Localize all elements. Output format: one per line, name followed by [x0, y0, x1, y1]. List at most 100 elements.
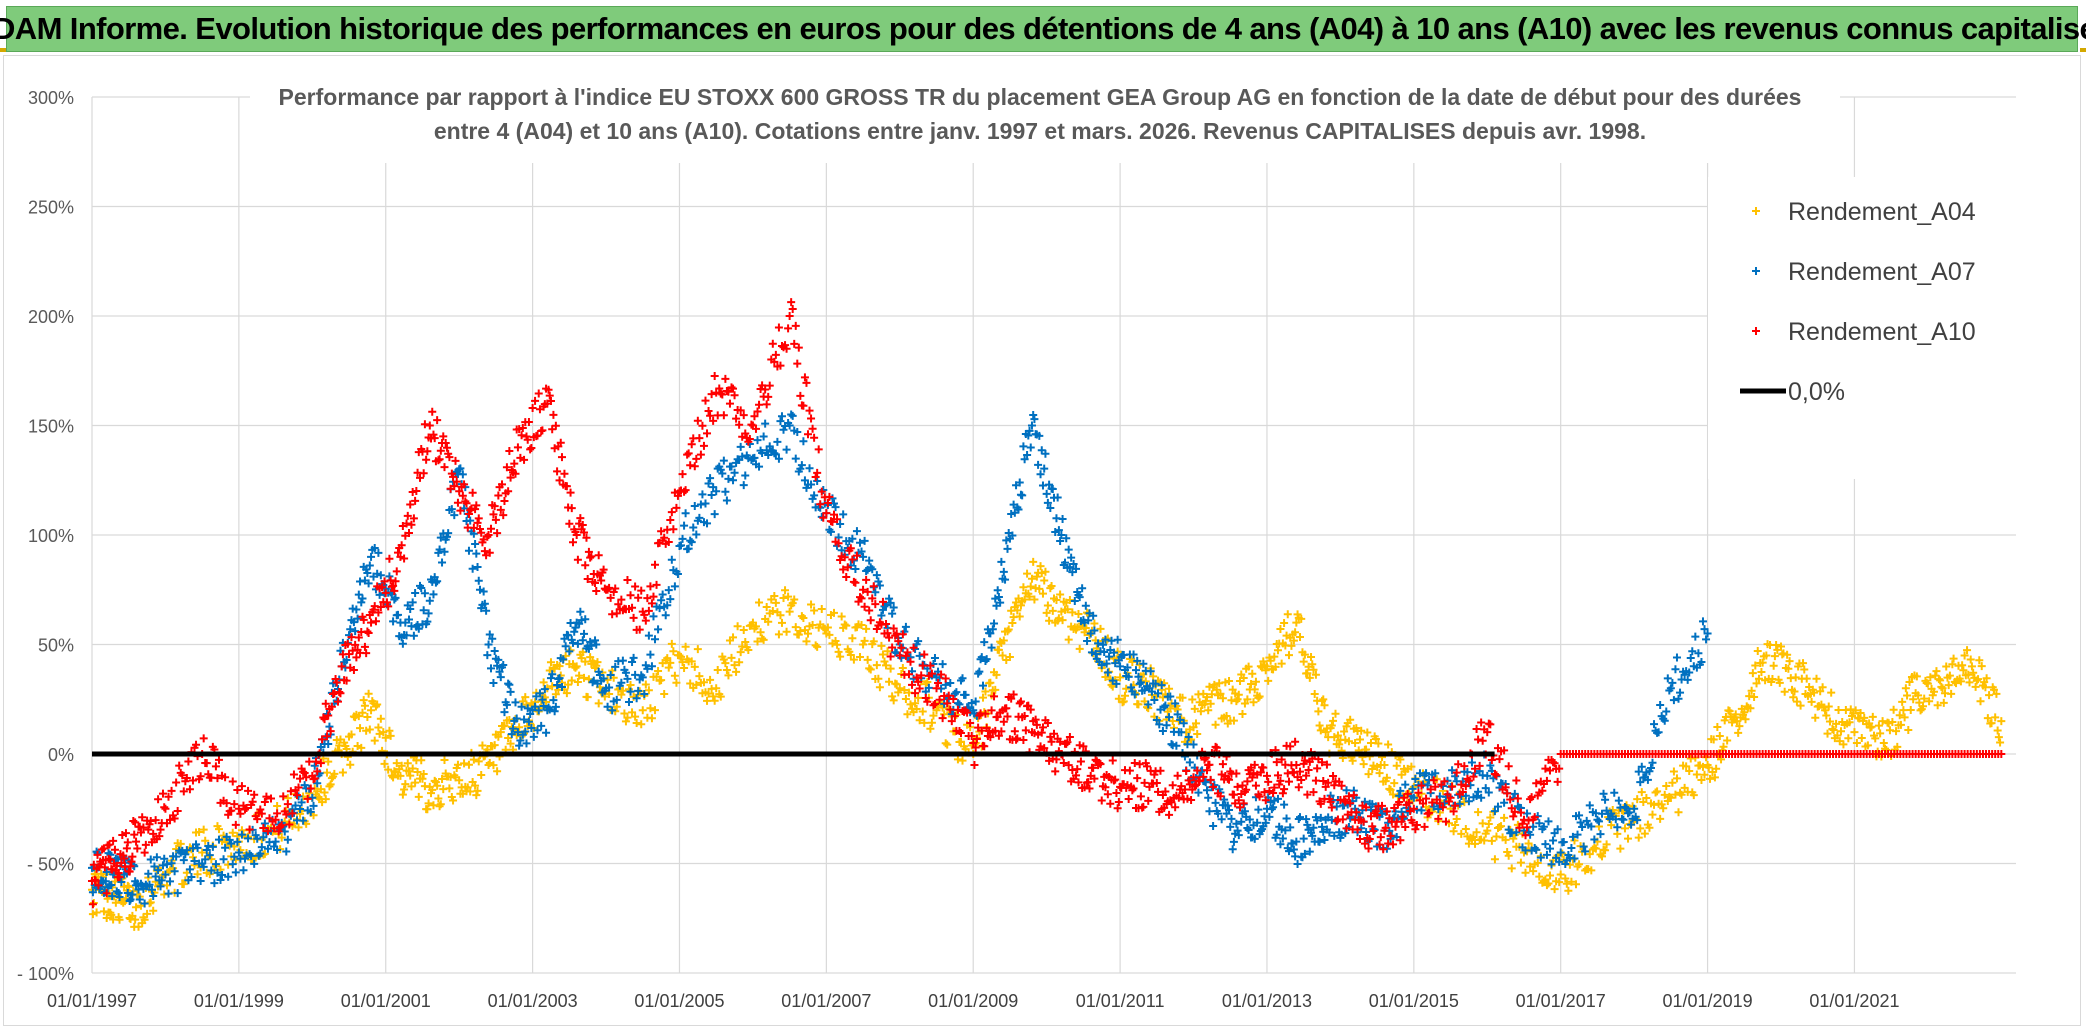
data-point	[1549, 758, 1558, 767]
data-point	[1939, 698, 1948, 707]
data-point	[839, 565, 848, 574]
data-point	[1669, 696, 1678, 705]
data-point	[727, 462, 736, 471]
data-point	[751, 622, 760, 631]
data-point	[692, 530, 701, 539]
data-point	[1296, 813, 1305, 822]
data-point	[1010, 727, 1019, 736]
data-point	[779, 425, 788, 434]
data-point	[1591, 844, 1600, 853]
data-point	[569, 638, 577, 647]
data-point	[1292, 618, 1301, 627]
data-point	[1966, 655, 1975, 664]
data-point	[1501, 835, 1510, 844]
data-point	[1058, 616, 1067, 625]
data-point	[1032, 572, 1041, 581]
data-point	[489, 761, 498, 770]
data-point	[1084, 778, 1093, 787]
data-point	[1171, 699, 1180, 708]
data-point	[149, 892, 158, 901]
data-point	[1173, 771, 1182, 780]
data-point	[367, 706, 376, 715]
data-point	[91, 876, 100, 885]
data-point	[990, 692, 999, 701]
data-point	[1278, 789, 1287, 798]
data-point	[1250, 685, 1259, 694]
data-point	[115, 915, 124, 924]
data-point	[930, 699, 939, 708]
data-point	[758, 634, 767, 643]
data-point	[468, 564, 477, 573]
data-point	[1633, 795, 1642, 804]
data-point	[687, 538, 696, 547]
data-point	[797, 461, 806, 470]
data-point	[1474, 735, 1483, 744]
data-point	[510, 459, 519, 468]
data-point	[335, 687, 344, 696]
data-point	[1191, 781, 1200, 790]
data-point	[140, 899, 149, 908]
data-point	[1113, 635, 1122, 644]
data-point	[310, 761, 319, 770]
data-point	[1700, 770, 1709, 779]
data-point	[1249, 769, 1258, 778]
data-point	[555, 662, 564, 671]
data-point	[664, 586, 673, 595]
data-point	[451, 773, 460, 782]
data-point	[1331, 709, 1340, 718]
data-point	[1261, 818, 1270, 827]
data-point	[1303, 820, 1312, 829]
data-point	[892, 680, 901, 689]
data-point	[524, 717, 533, 726]
data-point	[1987, 719, 1996, 728]
data-point	[347, 730, 356, 739]
data-point	[1896, 720, 1905, 729]
data-point	[1958, 661, 1967, 670]
data-point	[391, 577, 400, 586]
data-point	[1303, 790, 1312, 799]
data-point	[1918, 702, 1927, 711]
data-point	[774, 323, 783, 332]
data-point	[710, 372, 719, 381]
data-point	[733, 622, 742, 631]
data-point	[1193, 730, 1202, 739]
data-point	[445, 453, 454, 462]
data-point	[1211, 798, 1220, 807]
data-point	[1640, 829, 1649, 838]
data-point	[356, 577, 365, 586]
data-point	[1550, 885, 1559, 894]
data-point	[517, 702, 526, 711]
data-point	[1097, 796, 1106, 805]
data-point	[1379, 845, 1388, 854]
data-point	[1512, 828, 1521, 837]
data-point	[866, 665, 875, 674]
data-point	[1144, 796, 1153, 805]
data-point	[199, 734, 208, 743]
data-point	[556, 438, 565, 447]
data-point	[176, 839, 185, 848]
data-point	[132, 837, 141, 846]
data-point	[523, 435, 532, 444]
data-point	[1406, 807, 1415, 816]
data-point	[1378, 801, 1387, 810]
data-point	[1360, 839, 1369, 848]
data-point	[1492, 771, 1501, 780]
data-point	[274, 827, 283, 836]
data-point	[1043, 601, 1052, 610]
data-point	[282, 810, 291, 819]
data-point	[1107, 636, 1116, 645]
data-point	[1319, 777, 1328, 786]
data-point	[761, 419, 770, 428]
data-point	[534, 389, 543, 398]
data-point	[684, 544, 693, 553]
data-point	[1319, 695, 1328, 704]
data-point	[1734, 728, 1743, 737]
data-point	[1944, 681, 1953, 690]
data-point	[724, 474, 733, 483]
data-point	[242, 803, 251, 812]
data-point	[404, 615, 413, 624]
data-point	[1053, 493, 1062, 502]
data-point	[952, 688, 961, 697]
data-point	[108, 892, 117, 901]
data-point	[1042, 489, 1051, 498]
